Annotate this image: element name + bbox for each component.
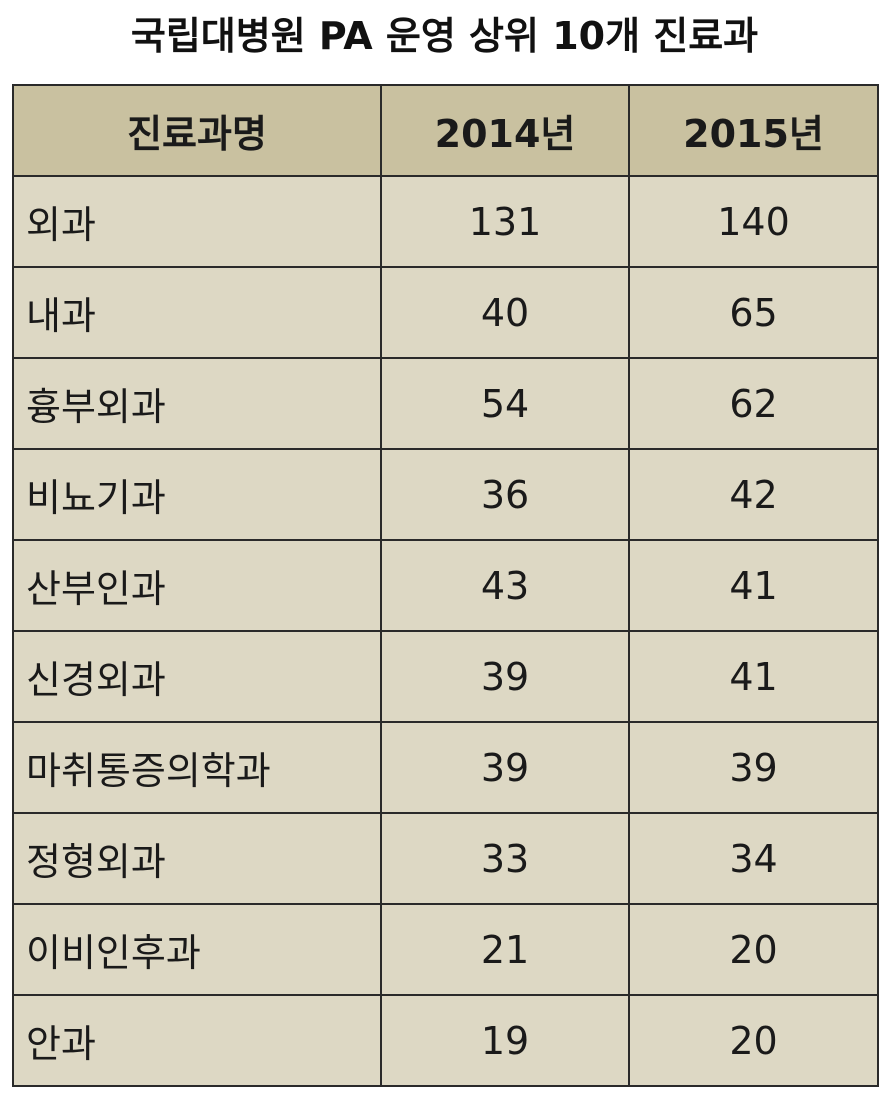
value-2015-cell: 34 — [628, 812, 879, 905]
value-2015-cell: 65 — [628, 266, 879, 359]
column-header-2014: 2014년 — [380, 84, 630, 177]
table-row: 정형외과 33 34 — [12, 812, 879, 905]
table-row: 이비인후과 21 20 — [12, 903, 879, 996]
value-2015-cell: 41 — [628, 630, 879, 723]
value-2014-cell: 43 — [380, 539, 630, 632]
value-2014-cell: 39 — [380, 630, 630, 723]
table-row: 외과 131 140 — [12, 175, 879, 268]
department-cell: 흉부외과 — [12, 357, 382, 450]
value-2014-cell: 33 — [380, 812, 630, 905]
value-2014-cell: 39 — [380, 721, 630, 814]
table-title: 국립대병원 PA 운영 상위 10개 진료과 — [130, 14, 759, 58]
value-2014-cell: 36 — [380, 448, 630, 541]
department-cell: 신경외과 — [12, 630, 382, 723]
value-2014-cell: 19 — [380, 994, 630, 1087]
department-cell: 마취통증의학과 — [12, 721, 382, 814]
department-cell: 내과 — [12, 266, 382, 359]
department-cell: 정형외과 — [12, 812, 382, 905]
value-2015-cell: 20 — [628, 994, 879, 1087]
department-cell: 비뇨기과 — [12, 448, 382, 541]
table-row: 마취통증의학과 39 39 — [12, 721, 879, 814]
data-table: 진료과명 2014년 2015년 외과 131 140 내과 40 65 흉부외… — [12, 84, 879, 1087]
department-cell: 산부인과 — [12, 539, 382, 632]
department-cell: 안과 — [12, 994, 382, 1087]
value-2014-cell: 54 — [380, 357, 630, 450]
value-2015-cell: 140 — [628, 175, 879, 268]
table-row: 흉부외과 54 62 — [12, 357, 879, 450]
column-header-2015: 2015년 — [628, 84, 879, 177]
value-2015-cell: 20 — [628, 903, 879, 996]
table-row: 산부인과 43 41 — [12, 539, 879, 632]
value-2014-cell: 131 — [380, 175, 630, 268]
table-row: 비뇨기과 36 42 — [12, 448, 879, 541]
value-2014-cell: 21 — [380, 903, 630, 996]
table-row: 안과 19 20 — [12, 994, 879, 1087]
value-2014-cell: 40 — [380, 266, 630, 359]
department-cell: 외과 — [12, 175, 382, 268]
value-2015-cell: 62 — [628, 357, 879, 450]
header-row: 진료과명 2014년 2015년 — [12, 84, 879, 177]
value-2015-cell: 42 — [628, 448, 879, 541]
value-2015-cell: 39 — [628, 721, 879, 814]
table-row: 내과 40 65 — [12, 266, 879, 359]
value-2015-cell: 41 — [628, 539, 879, 632]
department-cell: 이비인후과 — [12, 903, 382, 996]
column-header-department: 진료과명 — [12, 84, 382, 177]
table-row: 신경외과 39 41 — [12, 630, 879, 723]
